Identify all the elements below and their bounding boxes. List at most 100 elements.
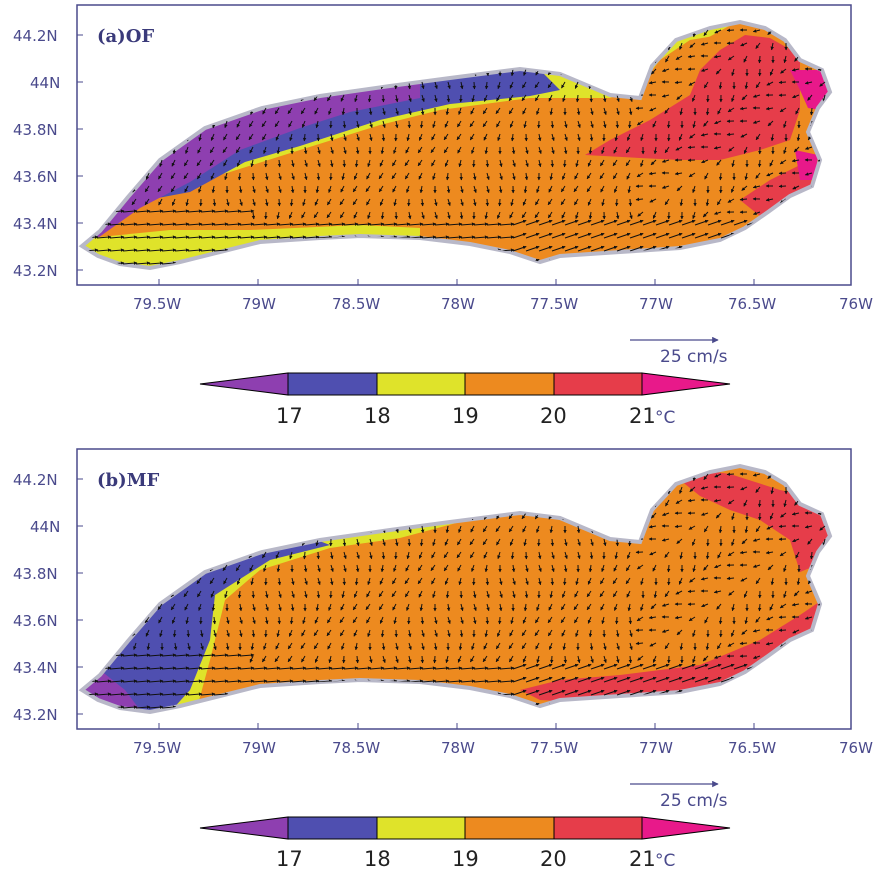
current-vector-arrow [316, 133, 321, 142]
panel-b-temperature-field [82, 466, 830, 712]
current-vector-arrow [170, 473, 176, 481]
current-vector-arrow [236, 538, 241, 546]
current-vector-arrow [575, 159, 579, 168]
current-vector-arrow [252, 68, 256, 77]
current-vector-arrow [590, 120, 594, 129]
current-vector-arrow [107, 538, 112, 547]
panel-b-reference-vector: 25 cm/s [630, 780, 728, 811]
current-vector-arrow [447, 705, 463, 709]
current-vector-arrow [235, 133, 241, 141]
current-vector-arrow [599, 473, 605, 481]
current-vector-arrow [614, 133, 619, 142]
current-vector-arrow [278, 42, 282, 51]
current-vector-arrow [588, 499, 592, 508]
current-vector-arrow [447, 248, 463, 252]
current-vector-arrow [824, 690, 830, 696]
current-vector-arrow [239, 705, 255, 709]
current-vector-arrow [666, 29, 671, 38]
current-vector-arrow [341, 42, 346, 51]
current-vector-arrow [145, 590, 150, 598]
current-vector-arrow [757, 55, 762, 64]
lat-tick: 43.6N [13, 612, 58, 630]
current-vector-arrow [210, 133, 215, 141]
current-vector-arrow [665, 55, 670, 63]
current-vector-arrow [778, 80, 787, 85]
current-vector-arrow [783, 120, 787, 129]
current-vector-arrow [226, 94, 230, 103]
current-vector-arrow [393, 146, 397, 154]
current-vector-arrow [395, 248, 411, 252]
current-vector-arrow [95, 564, 100, 573]
current-vector-arrow [288, 512, 293, 520]
current-vector-arrow [772, 219, 787, 226]
current-vector-arrow [460, 185, 464, 194]
current-vector-arrow [213, 512, 217, 521]
current-vector-arrow [702, 211, 709, 218]
current-vector-arrow [562, 42, 566, 51]
current-vector-arrow [96, 209, 112, 213]
current-vector-arrow [703, 29, 709, 36]
current-vector-arrow [105, 94, 111, 102]
current-vector-arrow [662, 68, 670, 72]
panel-b: (b)MF 44.2N 44N 43.8N 43.6N 43.4N 43.2N [13, 448, 873, 871]
current-vector-arrow [599, 42, 605, 50]
lon-tick: 77.5W [530, 739, 578, 757]
current-vector-arrow [521, 81, 527, 89]
current-vector-arrow [226, 209, 242, 213]
current-vector-arrow [408, 222, 424, 226]
current-vector-arrow [614, 68, 619, 77]
current-vector-arrow [769, 68, 774, 76]
current-vector-arrow [692, 211, 696, 220]
current-vector-arrow [343, 692, 359, 696]
current-vector-arrow [473, 473, 477, 482]
current-vector-arrow [707, 258, 722, 265]
current-vector-arrow [740, 42, 748, 47]
lat-tick: 44N [30, 518, 60, 536]
panel-b-colorbar: 17 18 19 20 21 °C [199, 816, 731, 871]
current-vector-arrow [612, 42, 618, 50]
current-vector-arrow [406, 133, 410, 142]
current-vector-arrow [432, 120, 436, 129]
current-vector-arrow [707, 219, 722, 226]
current-vector-arrow [525, 219, 540, 226]
current-vector-arrow [330, 146, 334, 155]
current-vector-arrow [678, 133, 683, 141]
current-vector-arrow [691, 94, 696, 102]
current-vector-arrow [627, 55, 631, 64]
current-vector-arrow [174, 222, 190, 226]
current-vector-arrow [274, 107, 280, 115]
current-vector-arrow [460, 222, 476, 226]
current-vector-arrow [551, 702, 566, 709]
current-vector-arrow [313, 499, 319, 507]
current-vector-arrow [486, 222, 502, 226]
current-vector-arrow [134, 538, 139, 547]
current-vector-arrow [356, 248, 372, 252]
current-vector-arrow [239, 198, 243, 207]
current-vector-arrow [769, 159, 774, 167]
current-vector-arrow [330, 248, 346, 252]
current-vector-arrow [728, 146, 735, 152]
current-vector-arrow [625, 29, 631, 36]
current-vector-arrow [288, 120, 293, 128]
current-vector-arrow [174, 120, 178, 129]
current-vector-arrow [278, 261, 294, 265]
current-vector-arrow [726, 132, 735, 137]
current-vector-arrow [343, 133, 347, 142]
current-vector-arrow [772, 232, 787, 239]
current-vector-arrow [239, 68, 243, 77]
current-vector-arrow [460, 248, 476, 252]
current-vector-arrow [792, 185, 800, 190]
current-vector-arrow [484, 211, 489, 220]
current-vector-arrow [223, 159, 228, 167]
current-vector-arrow [681, 702, 696, 709]
current-vector-arrow [642, 245, 657, 252]
current-vector-arrow [262, 107, 267, 115]
current-vector-arrow [391, 55, 397, 63]
current-vector-arrow [353, 81, 358, 89]
current-vector-arrow [226, 222, 242, 226]
current-vector-arrow [626, 133, 631, 141]
current-vector-arrow [635, 197, 644, 202]
current-vector-arrow [447, 261, 463, 265]
current-vector-arrow [497, 81, 501, 90]
